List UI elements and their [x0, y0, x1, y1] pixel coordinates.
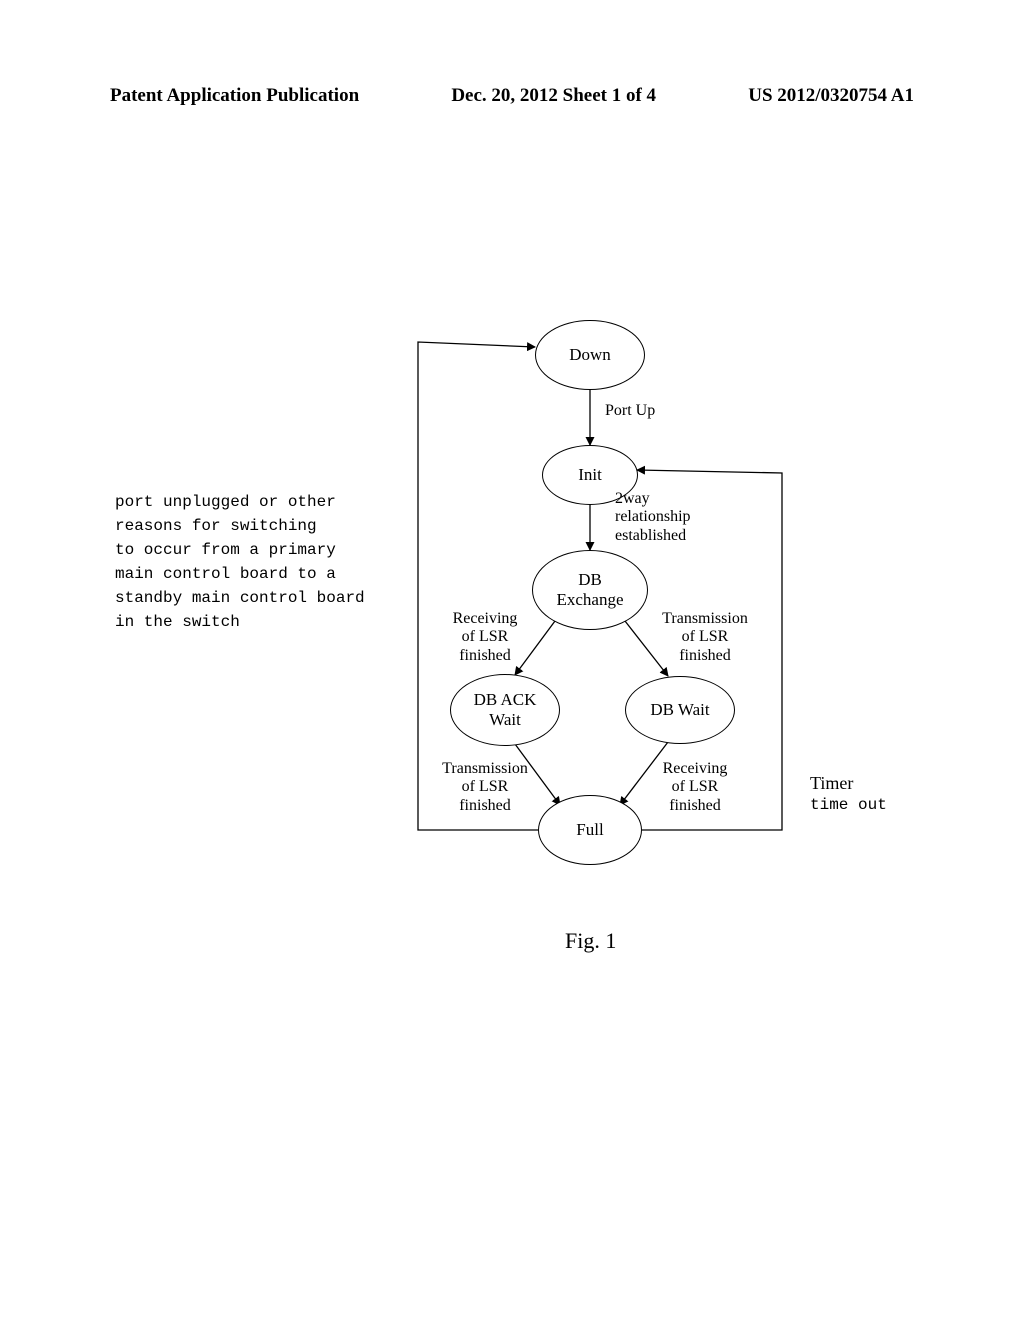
edge-label-twoway: 2way relationship established [615, 490, 735, 545]
state-diagram: Down Init DB Exchange DB ACK Wait DB Wait Ful… [420, 310, 820, 880]
header-right: US 2012/0320754 A1 [748, 85, 914, 107]
header-center: Dec. 20, 2012 Sheet 1 of 4 [451, 85, 656, 107]
left-annotation: port unplugged or other reasons for swit… [115, 490, 405, 634]
state-full: Full [538, 795, 642, 865]
edge-label-tx-lsr-bottom: Transmission of LSR finished [430, 760, 540, 815]
edge-label-tx-lsr-top: Transmission of LSR finished [650, 610, 760, 665]
header-left: Patent Application Publication [110, 85, 359, 107]
page-header: Patent Application Publication Dec. 20, … [0, 85, 1024, 107]
figure-caption: Fig. 1 [565, 928, 616, 954]
state-db-ack-wait: DB ACK Wait [450, 674, 560, 746]
edge-label-rx-lsr-bottom: Receiving of LSR finished [645, 760, 745, 815]
state-down: Down [535, 320, 645, 390]
state-label: Init [578, 465, 602, 485]
edge-label-port-up: Port Up [605, 402, 685, 420]
state-label: DB Exchange [556, 570, 623, 609]
edge-label-rx-lsr-top: Receiving of LSR finished [440, 610, 530, 665]
timer-line1: Timer [810, 772, 887, 795]
state-db-exchange: DB Exchange [532, 550, 648, 630]
state-label: Down [569, 345, 611, 365]
timer-line2: time out [810, 795, 887, 816]
state-label: Full [576, 820, 603, 840]
timer-label: Timer time out [810, 772, 887, 816]
state-label: DB ACK Wait [474, 690, 537, 729]
state-label: DB Wait [650, 700, 709, 720]
state-db-wait: DB Wait [625, 676, 735, 744]
